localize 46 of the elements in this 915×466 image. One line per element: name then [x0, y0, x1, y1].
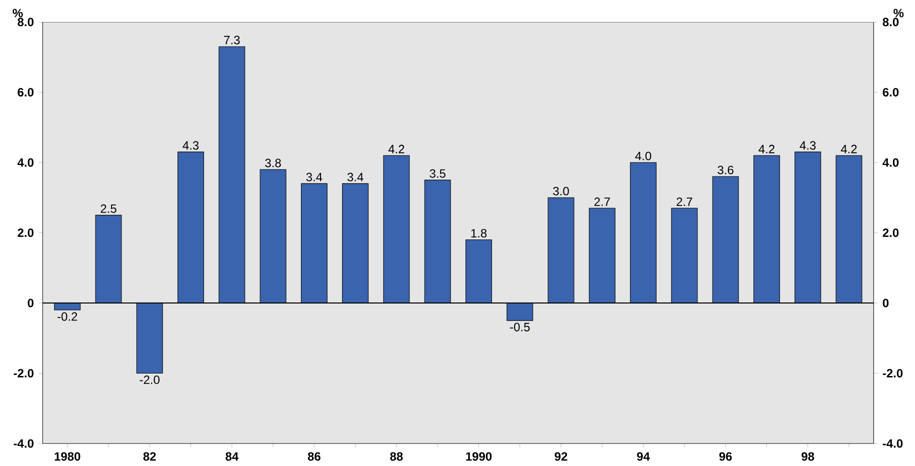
x-tick-label: 88 [390, 452, 403, 461]
data-label: 7.3 [224, 36, 240, 44]
data-label: 4.0 [635, 152, 652, 160]
y2-tick-label: -2.0 [882, 368, 903, 378]
y2-tick-label: 0 [882, 298, 889, 308]
data-label: 1.8 [471, 228, 487, 238]
data-label: 3.4 [306, 172, 322, 182]
y-tick-label: 6.0 [18, 88, 34, 96]
data-label: 3.5 [430, 169, 446, 178]
y2-tick-label: 8.0 [882, 18, 899, 26]
data-label: 2.5 [100, 204, 116, 213]
y2-tick-label: 6.0 [882, 88, 899, 96]
x-tick-label: 96 [719, 452, 732, 461]
data-label: 3.6 [718, 166, 734, 174]
x-tick-label: 84 [226, 452, 239, 461]
data-label: 4.3 [800, 141, 816, 150]
data-label: 2.7 [594, 197, 610, 206]
y-tick-label: 8.0 [18, 18, 34, 26]
data-label: 3.4 [347, 172, 364, 182]
y-tick-label: 2.0 [18, 228, 34, 237]
x-tick-label: 1990 [466, 452, 492, 461]
data-label: 4.3 [182, 141, 199, 150]
x-tick-label: 86 [308, 452, 320, 461]
x-tick-label: 92 [554, 452, 568, 461]
data-label: 3.8 [265, 158, 281, 168]
data-label: 4.2 [388, 144, 404, 154]
x-tick-label: 94 [637, 452, 650, 461]
data-label: 4.2 [758, 144, 774, 154]
x-tick-label: 98 [802, 452, 814, 461]
data-label: 3.0 [553, 186, 569, 196]
y2-tick-label: 2.0 [882, 228, 899, 237]
data-label: -0.5 [510, 322, 530, 332]
x-tick-label: 82 [143, 452, 156, 461]
data-label: -0.2 [58, 312, 78, 321]
y-tick-label: -2.0 [14, 368, 34, 378]
y2-tick-label: 4.0 [882, 158, 899, 167]
y-tick-label: -4.0 [14, 439, 34, 448]
y2-tick-label: -4.0 [882, 439, 903, 448]
y-axis-title: % [12, 8, 23, 18]
data-label: -2.0 [140, 375, 160, 384]
x-tick-label: 1980 [54, 452, 80, 461]
data-label: 2.7 [676, 197, 692, 206]
y2-axis-title: % [894, 8, 904, 18]
y-tick-label: 0 [28, 298, 34, 308]
data-label: 4.2 [840, 144, 857, 154]
y-tick-label: 4.0 [17, 158, 34, 167]
